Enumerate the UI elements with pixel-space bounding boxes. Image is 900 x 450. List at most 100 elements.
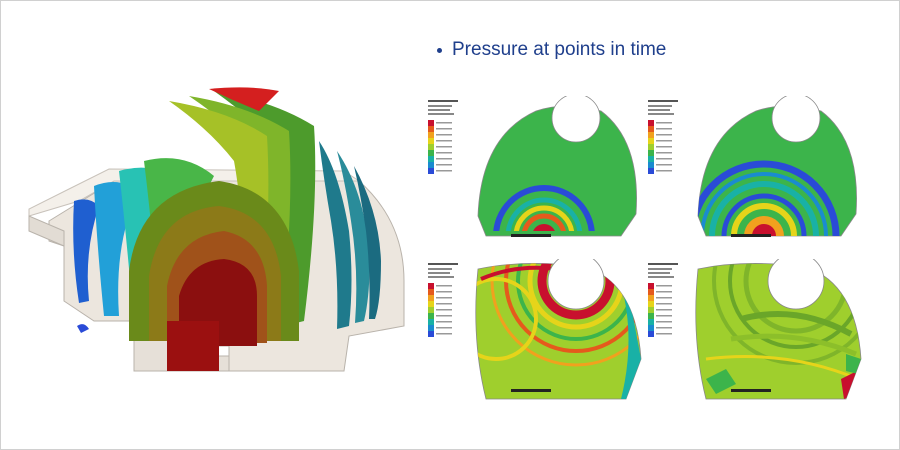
colorbar-swatch (648, 168, 654, 174)
pressure-panel-3 (428, 259, 642, 400)
colorbar-swatch (428, 307, 434, 313)
colorbar-swatch (648, 283, 654, 289)
colorbar-tick (656, 303, 672, 305)
colorbar-swatch (648, 162, 654, 168)
colorbar-tick (436, 321, 452, 323)
colorbar-tick (436, 327, 452, 329)
colorbar-swatch (428, 331, 434, 337)
colorbar-tick (656, 315, 672, 317)
colorbar-swatch (648, 150, 654, 156)
pressure-rings (493, 185, 595, 231)
colorbar-tick (436, 158, 452, 160)
colorbar-tick (656, 122, 672, 124)
pressure-3d-render (28, 87, 405, 372)
colorbar-swatch (648, 319, 654, 325)
obstacle-cutout (547, 259, 605, 310)
isosurface-sheet (73, 199, 99, 303)
colorbar-tick (656, 285, 672, 287)
colorbar-tick (436, 128, 452, 130)
colorbar-swatch (648, 289, 654, 295)
colorbar-tick (436, 285, 452, 287)
slide-title: Pressure at points in time (452, 39, 667, 60)
colorbar-tick (656, 140, 672, 142)
colorbar-swatch (428, 144, 434, 150)
colorbar-tick (656, 333, 672, 335)
bullet-point-icon (437, 47, 442, 53)
pressure-rings (698, 160, 840, 236)
colorbar-tick (436, 122, 452, 124)
colorbar-swatch (428, 138, 434, 144)
colorbar-tick (436, 315, 452, 317)
colorbar-tick (436, 164, 452, 166)
colorbar-swatch (428, 313, 434, 319)
colorbar-swatch (428, 325, 434, 331)
panel-legend (428, 263, 458, 337)
colorbar-tick (656, 309, 672, 311)
colorbar-swatch (648, 156, 654, 162)
colorbar-swatch (428, 156, 434, 162)
colorbar-tick (436, 170, 452, 172)
colorbar-tick (656, 128, 672, 130)
colorbar-tick (656, 152, 672, 154)
isosurface-fragment (77, 324, 89, 333)
panel-legend (648, 100, 678, 174)
colorbar-tick (436, 140, 452, 142)
colorbar-tick (656, 291, 672, 293)
colorbar-swatch (428, 150, 434, 156)
colorbar-swatch (428, 289, 434, 295)
colorbar-tick (436, 134, 452, 136)
colorbar-tick (656, 327, 672, 329)
colorbar-swatch (648, 144, 654, 150)
colorbar-tick (656, 297, 672, 299)
colorbar-swatch (648, 295, 654, 301)
colorbar-swatch (428, 283, 434, 289)
colorbar-tick (436, 291, 452, 293)
colorbar-swatch (428, 120, 434, 126)
scale-bar (731, 234, 771, 237)
colorbar-tick (656, 164, 672, 166)
colorbar-tick (436, 333, 452, 335)
pressure-panel-4 (648, 259, 862, 400)
colorbar-tick (656, 134, 672, 136)
colorbar-swatch (428, 132, 434, 138)
scale-bar (511, 389, 551, 392)
panel-legend (428, 100, 458, 174)
colorbar-tick (436, 146, 452, 148)
scale-bar (511, 234, 551, 237)
panel-legend (648, 263, 678, 337)
colorbar-swatch (428, 168, 434, 174)
isosurface-sheet (337, 151, 370, 323)
colorbar-tick (656, 158, 672, 160)
isosurface-sheet (319, 141, 352, 329)
colorbar-tick (656, 146, 672, 148)
obstacle-cutout (551, 96, 601, 143)
colorbar-swatch (648, 138, 654, 144)
colorbar-tick (436, 297, 452, 299)
colorbar-swatch (428, 301, 434, 307)
colorbar-tick (436, 309, 452, 311)
isosurface-sheet (209, 87, 279, 111)
colorbar-tick (436, 152, 452, 154)
obstacle-cutout (771, 96, 821, 143)
obstacle-cutout (767, 259, 825, 310)
isosurface-core (167, 321, 219, 371)
pressure-panel-2 (648, 96, 857, 237)
isosurface-sheet (354, 166, 381, 319)
colorbar-swatch (428, 162, 434, 168)
housing-left-flange (28, 215, 65, 247)
colorbar-swatch (428, 319, 434, 325)
colorbar-tick (436, 303, 452, 305)
colorbar-swatch (648, 331, 654, 337)
colorbar-tick (656, 321, 672, 323)
colorbar-tick (656, 170, 672, 172)
colorbar-swatch (648, 307, 654, 313)
scale-bar (731, 389, 771, 392)
colorbar-swatch (648, 313, 654, 319)
colorbar-swatch (428, 126, 434, 132)
colorbar-swatch (648, 132, 654, 138)
colorbar-swatch (648, 120, 654, 126)
slide-title-row: Pressure at points in time (437, 39, 666, 61)
colorbar-swatch (648, 126, 654, 132)
colorbar-swatch (428, 295, 434, 301)
